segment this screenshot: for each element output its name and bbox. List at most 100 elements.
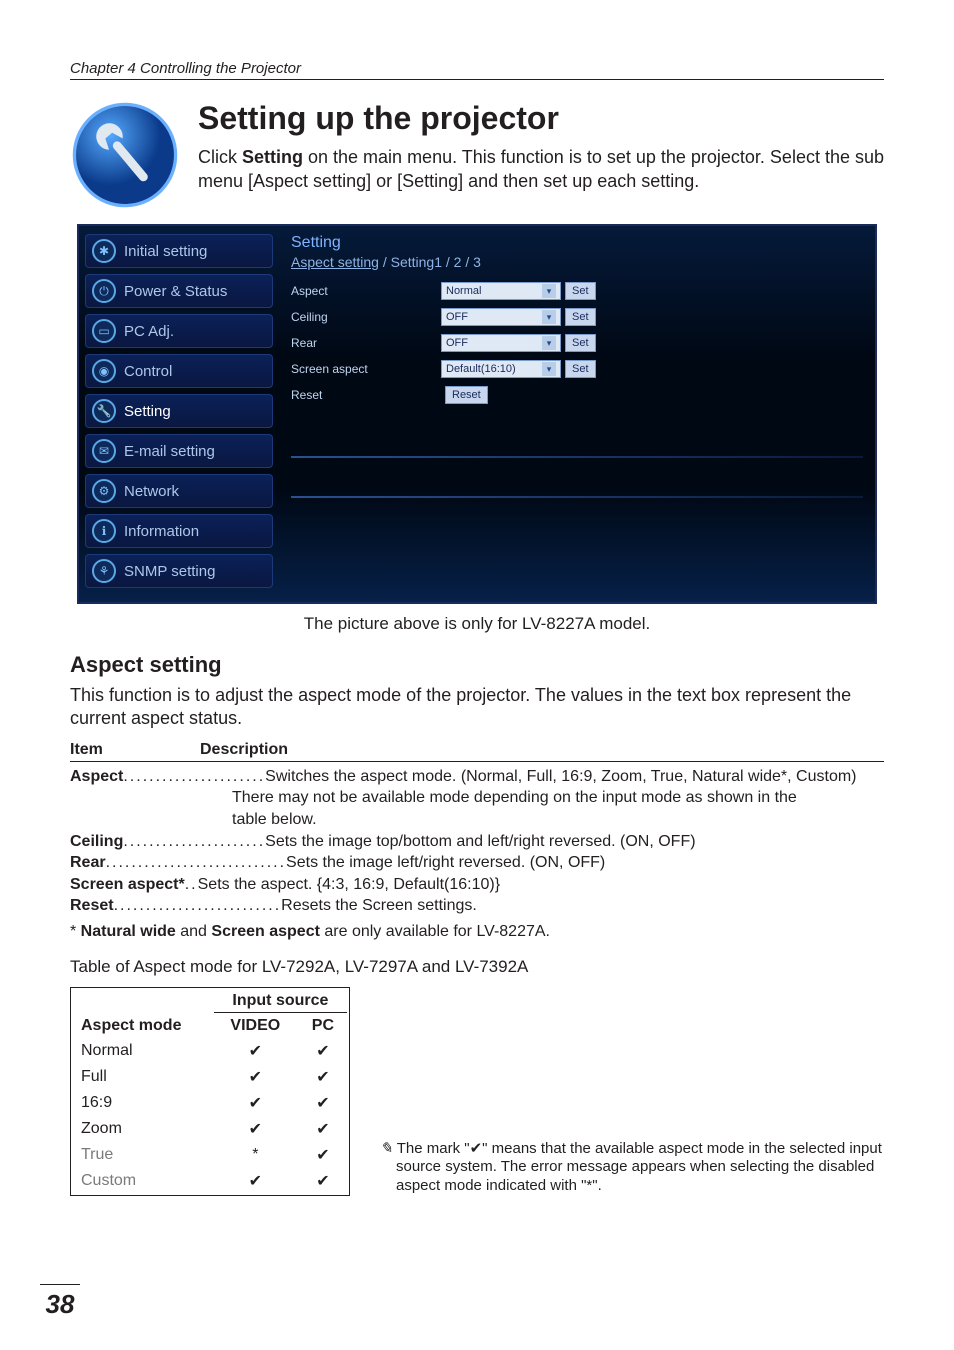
footnote: * Natural wide and Screen aspect are onl… xyxy=(70,923,884,941)
sidebar-label: Initial setting xyxy=(124,243,207,260)
panel-title: Setting xyxy=(291,234,863,252)
sidebar-label: Setting xyxy=(124,403,171,420)
tab-2[interactable]: 2 xyxy=(454,254,462,270)
mode-zoom: Zoom xyxy=(73,1117,212,1141)
select-screen-aspect[interactable]: Default(16:10)▾ xyxy=(441,360,561,378)
cell: ✔ xyxy=(299,1117,347,1141)
row-reset: Reset Reset xyxy=(291,382,863,408)
aspect-mode-table: Aspect modeInput source VIDEOPC Normal✔✔… xyxy=(70,987,350,1196)
mode-full: Full xyxy=(73,1065,212,1089)
cell: ✔ xyxy=(214,1091,297,1115)
set-button[interactable]: Set xyxy=(565,308,596,326)
chevron-down-icon: ▾ xyxy=(542,310,556,324)
sidebar-label: PC Adj. xyxy=(124,323,174,340)
mode-true: True xyxy=(73,1143,212,1167)
tab-aspect-setting[interactable]: Aspect setting xyxy=(291,254,379,270)
row-screen-aspect: Screen aspect Default(16:10)▾ Set xyxy=(291,356,863,382)
select-aspect[interactable]: Normal▾ xyxy=(441,282,561,300)
sidebar-label: Power & Status xyxy=(124,283,227,300)
breadcrumb: Aspect setting / Setting1 / 2 / 3 xyxy=(291,254,863,270)
snmp-icon: ⚘ xyxy=(92,559,116,583)
label-ceiling: Ceiling xyxy=(291,310,441,324)
set-button[interactable]: Set xyxy=(565,360,596,378)
term-reset: Reset xyxy=(70,895,114,917)
set-button[interactable]: Set xyxy=(565,334,596,352)
term-aspect: Aspect xyxy=(70,766,123,788)
reset-button[interactable]: Reset xyxy=(445,386,488,404)
cell: ✔ xyxy=(214,1039,297,1063)
select-ceiling[interactable]: OFF▾ xyxy=(441,308,561,326)
sidebar-item-setting[interactable]: 🔧Setting xyxy=(85,394,273,428)
aspect-description: This function is to adjust the aspect mo… xyxy=(70,684,884,731)
cell: ✔ xyxy=(214,1065,297,1089)
label-rear: Rear xyxy=(291,336,441,350)
info-icon: ℹ xyxy=(92,519,116,543)
sidebar-item-power-status[interactable]: ⏻ Power & Status xyxy=(85,274,273,308)
table-caption: Table of Aspect mode for LV-7292A, LV-72… xyxy=(70,957,884,977)
cell: ✔ xyxy=(299,1039,347,1063)
cell: * xyxy=(214,1143,297,1167)
cell: ✔ xyxy=(299,1065,347,1089)
sidebar-item-information[interactable]: ℹ Information xyxy=(85,514,273,548)
val-rear: Sets the image left/right reversed. (ON,… xyxy=(286,852,884,874)
cell: ✔ xyxy=(214,1169,297,1193)
sidebar-label: Information xyxy=(124,523,199,540)
page-title: Setting up the projector xyxy=(198,100,884,137)
intro-text: Click Setting on the main menu. This fun… xyxy=(198,145,884,194)
sidebar-label: E-mail setting xyxy=(124,443,215,460)
sidebar-item-email-setting[interactable]: ✉ E-mail setting xyxy=(85,434,273,468)
chevron-down-icon: ▾ xyxy=(542,284,556,298)
term-rear: Rear xyxy=(70,852,106,874)
label-reset: Reset xyxy=(291,388,441,402)
th-aspect-mode: Aspect mode xyxy=(73,990,212,1037)
divider xyxy=(291,456,863,458)
pc-icon: ▭ xyxy=(92,319,116,343)
cell: ✔ xyxy=(299,1169,347,1193)
sidebar-item-control[interactable]: ◉ Control xyxy=(85,354,273,388)
select-rear[interactable]: OFF▾ xyxy=(441,334,561,352)
desc-table-header: Item Description xyxy=(70,741,884,762)
row-aspect: Aspect Normal▾ Set xyxy=(291,278,863,304)
chapter-header: Chapter 4 Controlling the Projector xyxy=(70,60,884,80)
tab-3[interactable]: 3 xyxy=(473,254,481,270)
tab-setting1[interactable]: Setting1 xyxy=(391,254,442,270)
mode-169: 16:9 xyxy=(73,1091,212,1115)
network-icon: ⚙ xyxy=(92,479,116,503)
val-ceiling: Sets the image top/bottom and left/right… xyxy=(265,831,884,853)
sidebar-label: SNMP setting xyxy=(124,563,215,580)
divider xyxy=(291,496,863,498)
row-ceiling: Ceiling OFF▾ Set xyxy=(291,304,863,330)
mode-normal: Normal xyxy=(73,1039,212,1063)
cell: ✔ xyxy=(299,1143,347,1167)
settings-screenshot: ✱ Initial setting ⏻ Power & Status ▭ PC Adj… xyxy=(77,224,877,604)
col-description: Description xyxy=(200,741,288,759)
desc-table: Aspect......................Switches the… xyxy=(70,766,884,917)
email-icon: ✉ xyxy=(92,439,116,463)
section-title-aspect: Aspect setting xyxy=(70,652,884,678)
th-video: VIDEO xyxy=(214,1015,297,1037)
col-item: Item xyxy=(70,741,200,759)
row-rear: Rear OFF▾ Set xyxy=(291,330,863,356)
sidebar-label: Control xyxy=(124,363,172,380)
page-number: 38 xyxy=(40,1284,80,1320)
sidebar-item-pc-adj[interactable]: ▭ PC Adj. xyxy=(85,314,273,348)
power-icon: ⏻ xyxy=(92,279,116,303)
table-note: ✎ The mark "✔" means that the available … xyxy=(380,1140,884,1196)
label-screen-aspect: Screen aspect xyxy=(291,362,441,376)
set-button[interactable]: Set xyxy=(565,282,596,300)
sidebar-item-initial-setting[interactable]: ✱ Initial setting xyxy=(85,234,273,268)
cell: ✔ xyxy=(214,1117,297,1141)
initial-setting-icon: ✱ xyxy=(92,239,116,263)
wrench-icon xyxy=(70,100,180,210)
val-reset: Resets the Screen settings. xyxy=(281,895,884,917)
label-aspect: Aspect xyxy=(291,284,441,298)
term-screen-aspect: Screen aspect* xyxy=(70,874,185,896)
screenshot-caption: The picture above is only for LV-8227A m… xyxy=(70,614,884,634)
term-ceiling: Ceiling xyxy=(70,831,123,853)
control-icon: ◉ xyxy=(92,359,116,383)
cell: ✔ xyxy=(299,1091,347,1115)
sidebar-item-snmp-setting[interactable]: ⚘ SNMP setting xyxy=(85,554,273,588)
sidebar-item-network[interactable]: ⚙Network xyxy=(85,474,273,508)
sidebar: ✱ Initial setting ⏻ Power & Status ▭ PC Adj… xyxy=(79,226,279,602)
th-input-source: Input source xyxy=(214,990,347,1013)
